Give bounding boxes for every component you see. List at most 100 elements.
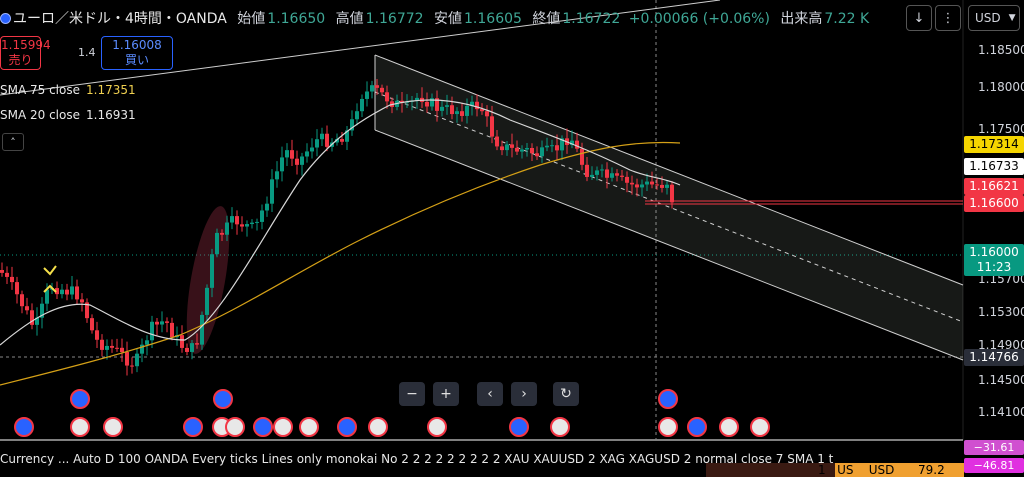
buy-price: 1.16008 — [112, 38, 162, 52]
candle-body — [455, 111, 459, 115]
open-label: 始値 — [237, 11, 266, 27]
candle-body — [75, 286, 79, 300]
candle-body — [555, 145, 559, 151]
candle-body — [45, 289, 49, 304]
candle-body — [110, 345, 114, 348]
candle-body — [230, 216, 234, 223]
indicator-status-bar[interactable]: Currency ... Auto D 100 OANDA Every tick… — [0, 452, 834, 466]
economic-event-flag-icon — [687, 417, 707, 437]
candle-body — [520, 149, 524, 152]
candle-body — [35, 317, 39, 325]
candle-body — [505, 144, 509, 151]
candle-body — [655, 184, 659, 186]
chevron-down-icon: ▼ — [1008, 13, 1016, 23]
economic-event-flag-icon — [253, 417, 273, 437]
candle-body — [375, 85, 379, 88]
sell-button[interactable]: 1.15994 売り — [0, 36, 51, 70]
economic-event-flag-icon — [70, 417, 90, 437]
collapse-legend-button[interactable]: ˄ — [2, 133, 24, 151]
buy-button[interactable]: 1.16008 買い — [101, 36, 173, 70]
candle-body — [415, 97, 419, 101]
close-value: 1.16722 — [562, 11, 621, 27]
candle-body — [575, 140, 579, 149]
economic-event-flag-icon — [427, 417, 447, 437]
symbol-legend: ユーロ／米ドル・4時間・OANDA 始値 1.16650 高値 1.16772 安値… — [0, 8, 869, 28]
chevron-left-icon: ‹ — [487, 386, 493, 402]
sma20-label: SMA 20 close — [0, 108, 80, 122]
candle-body — [240, 224, 244, 227]
candle-body — [340, 139, 344, 142]
candle-body — [635, 184, 639, 188]
y-tick: 1.18000 — [978, 80, 1024, 94]
candle-body — [380, 87, 384, 93]
candle-body — [445, 105, 449, 107]
candle-body — [545, 145, 549, 148]
candle-body — [360, 98, 364, 112]
candle-body — [435, 98, 439, 111]
plus-icon: + — [440, 386, 452, 402]
candle-body — [10, 276, 14, 283]
candle-body — [450, 105, 454, 115]
scroll-left-button[interactable]: ‹ — [477, 382, 503, 406]
candle-body — [155, 321, 159, 325]
candle-body — [460, 111, 464, 116]
y-tick: 1.14900 — [978, 338, 1024, 352]
candle-body — [350, 119, 354, 131]
economic-event-flag-icon — [509, 417, 529, 437]
candle-body — [315, 139, 319, 148]
candle-body — [90, 318, 94, 331]
candle-body — [570, 140, 574, 145]
economic-event-flag-icon — [70, 389, 90, 409]
candle-body — [40, 303, 44, 318]
candle-body — [370, 85, 374, 92]
zoom-in-button[interactable]: + — [433, 382, 459, 406]
candle-body — [85, 302, 89, 319]
more-button[interactable]: ⋮ — [935, 5, 961, 31]
sma75-legend[interactable]: SMA 75 close 1.17351 — [0, 83, 136, 97]
candle-body — [465, 105, 469, 116]
arrow-down-button[interactable]: ↓ — [906, 5, 932, 31]
scroll-right-button[interactable]: › — [511, 382, 537, 406]
candle-body — [425, 101, 429, 107]
candle-body — [65, 289, 69, 295]
economic-event-flag-icon — [658, 389, 678, 409]
candle-body — [430, 98, 434, 107]
sma20-legend[interactable]: SMA 20 close 1.16931 — [0, 108, 136, 122]
candle-body — [190, 343, 194, 352]
candle-body — [25, 306, 29, 311]
candle-body — [0, 270, 4, 273]
candle-body — [605, 169, 609, 178]
zoom-out-button[interactable]: − — [399, 382, 425, 406]
candle-body — [595, 170, 599, 175]
sma20-line — [0, 99, 681, 346]
candle-body — [645, 181, 649, 185]
candle-body — [165, 321, 169, 323]
candle-body — [145, 340, 149, 345]
candle-body — [210, 254, 214, 288]
candle-body — [550, 145, 554, 147]
sma75-label: SMA 75 close — [0, 83, 80, 97]
economic-event-flag-icon — [14, 417, 34, 437]
economic-event-flag-icon — [719, 417, 739, 437]
candle-body — [625, 176, 629, 183]
candle-body — [130, 365, 134, 367]
open-value: 1.16650 — [267, 11, 326, 27]
candle-body — [220, 232, 224, 235]
reset-chart-button[interactable]: ↻ — [553, 382, 579, 406]
candle-body — [235, 216, 239, 225]
economic-event-flag-icon — [337, 417, 357, 437]
symbol-title[interactable]: ユーロ／米ドル・4時間・OANDA — [13, 11, 227, 27]
candle-body — [265, 203, 269, 211]
change-value: +0.00066 (+0.06%) — [628, 11, 770, 27]
candle-body — [135, 353, 139, 367]
candle-body — [650, 181, 654, 185]
sma75-price-label: 1.17314 — [964, 136, 1024, 153]
currency-select[interactable]: USD ▼ — [968, 5, 1020, 31]
candle-body — [170, 322, 174, 338]
high-label: 高値 — [335, 11, 364, 27]
volume-label: 出来高 — [780, 11, 823, 27]
candle-body — [115, 347, 119, 349]
candle-body — [385, 92, 389, 102]
last-price-label: 1.16000 11:23 — [964, 244, 1024, 276]
